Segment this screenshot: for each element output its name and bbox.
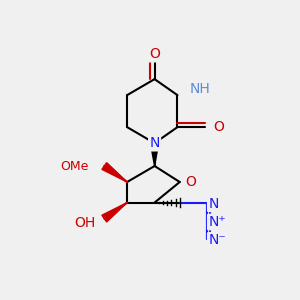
Text: N⁻: N⁻ (208, 233, 226, 247)
Polygon shape (102, 163, 127, 182)
Text: N: N (149, 136, 160, 150)
Polygon shape (102, 202, 127, 222)
Text: NH: NH (190, 82, 211, 96)
Text: OH: OH (74, 216, 95, 230)
Text: N: N (208, 197, 219, 211)
Text: N⁺: N⁺ (208, 215, 226, 229)
Text: O: O (185, 175, 196, 189)
Text: OMe: OMe (60, 160, 88, 172)
Polygon shape (151, 143, 159, 166)
Text: O: O (149, 47, 160, 61)
Text: O: O (213, 120, 224, 134)
